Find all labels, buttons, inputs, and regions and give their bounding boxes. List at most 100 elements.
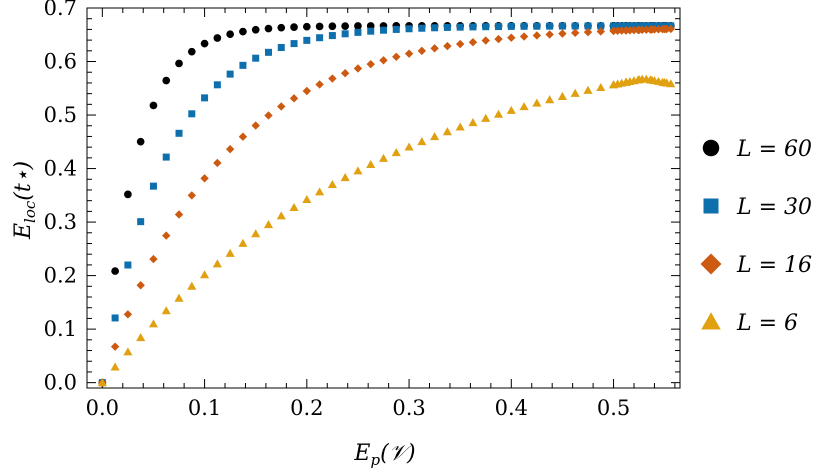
data-point xyxy=(391,148,401,157)
data-point xyxy=(124,190,132,199)
data-point xyxy=(621,26,631,35)
data-point xyxy=(366,159,376,169)
data-point xyxy=(251,121,260,130)
data-point xyxy=(596,27,605,36)
plot-border xyxy=(86,7,681,389)
x-tick-label: 0.4 xyxy=(495,396,528,420)
data-point xyxy=(187,191,196,200)
data-point xyxy=(404,142,414,151)
data-point xyxy=(212,259,222,268)
data-point xyxy=(614,22,622,30)
data-point xyxy=(533,22,541,30)
data-point xyxy=(213,34,222,42)
data-point xyxy=(315,80,324,89)
data-point xyxy=(404,49,414,58)
series-diamond xyxy=(98,24,675,387)
series-triangle xyxy=(97,74,676,387)
data-point xyxy=(328,22,337,31)
data-point xyxy=(443,41,452,51)
data-point xyxy=(162,76,171,85)
data-point xyxy=(123,347,133,356)
y-tick-label: 0.0 xyxy=(44,371,77,395)
data-point xyxy=(520,22,528,30)
data-point xyxy=(110,342,120,351)
data-point xyxy=(558,22,566,30)
data-point xyxy=(353,64,363,73)
data-point xyxy=(277,23,286,32)
data-point xyxy=(175,129,183,137)
data-point xyxy=(481,113,491,122)
data-point xyxy=(430,132,440,141)
data-point xyxy=(494,34,503,44)
x-tick-label: 0.2 xyxy=(290,396,323,420)
data-point xyxy=(618,22,626,30)
data-point xyxy=(392,52,401,62)
data-point xyxy=(200,174,209,183)
data-point xyxy=(341,22,350,30)
data-point xyxy=(340,173,350,182)
data-point xyxy=(225,144,235,154)
data-point xyxy=(519,32,529,41)
legend-label: L = 16 xyxy=(736,253,812,278)
data-point xyxy=(149,254,158,264)
data-point xyxy=(642,25,651,34)
y-tick-label: 0.6 xyxy=(44,50,77,74)
data-point xyxy=(583,85,593,94)
data-point xyxy=(353,166,363,175)
data-point xyxy=(431,24,439,32)
data-point xyxy=(519,102,529,111)
data-point xyxy=(443,23,451,31)
data-point xyxy=(650,25,659,34)
data-point xyxy=(340,69,350,78)
data-point xyxy=(302,22,311,31)
data-point xyxy=(226,30,234,39)
data-point xyxy=(290,23,298,31)
data-point xyxy=(442,127,452,136)
data-point xyxy=(468,118,478,127)
data-point xyxy=(302,194,312,204)
data-point xyxy=(545,30,554,39)
data-point xyxy=(213,158,222,168)
legend-item: L = 6 xyxy=(701,311,798,336)
data-point xyxy=(124,261,132,269)
data-point xyxy=(238,238,248,247)
data-point xyxy=(546,22,554,30)
data-point xyxy=(187,47,196,56)
data-point xyxy=(379,56,388,65)
data-point xyxy=(149,182,157,190)
data-point xyxy=(532,31,542,40)
data-point xyxy=(417,137,427,146)
data-point xyxy=(328,74,337,83)
x-tick-label: 0.3 xyxy=(392,396,425,420)
data-point xyxy=(162,153,170,161)
data-point xyxy=(277,44,285,52)
data-point xyxy=(327,180,337,189)
data-point xyxy=(558,29,567,38)
data-point xyxy=(481,36,490,45)
data-point xyxy=(149,101,158,110)
data-point xyxy=(136,281,145,290)
data-point xyxy=(366,59,375,69)
data-point xyxy=(646,25,655,34)
data-point xyxy=(136,137,145,146)
x-axis-ticks: 0.0 0.1 0.2 0.3 0.4 0.5 xyxy=(86,8,676,420)
data-point xyxy=(263,220,274,229)
data-point xyxy=(111,314,119,322)
data-point xyxy=(493,109,504,118)
data-point xyxy=(123,310,133,319)
legend-item: L = 16 xyxy=(700,253,812,278)
legend-item: L = 30 xyxy=(703,195,812,220)
data-point xyxy=(174,210,184,219)
data-point xyxy=(570,88,580,97)
data-point xyxy=(201,94,209,102)
data-point xyxy=(405,25,413,33)
data-point xyxy=(571,22,579,30)
data-point xyxy=(187,281,197,290)
data-point xyxy=(315,22,324,31)
x-tick-label: 0.0 xyxy=(86,396,119,420)
data-point xyxy=(545,95,555,104)
data-point xyxy=(455,39,465,49)
data-point xyxy=(469,23,477,31)
data-point xyxy=(251,25,260,34)
